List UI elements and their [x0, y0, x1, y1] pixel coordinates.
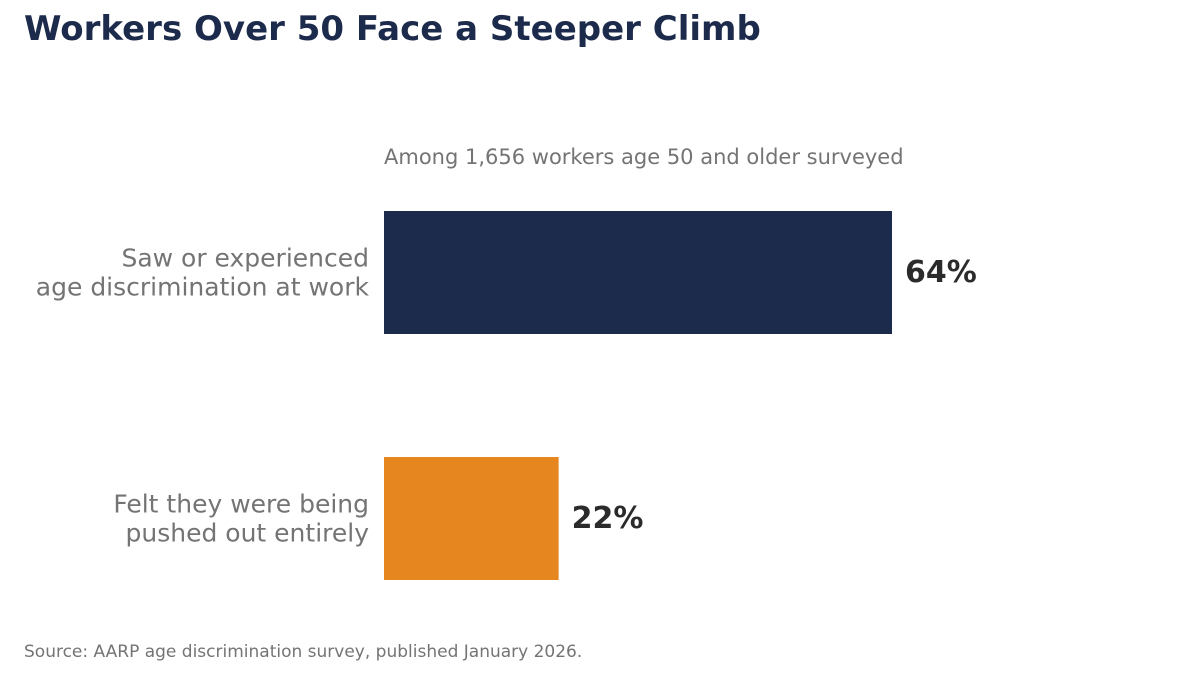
- bar-1: [384, 211, 892, 334]
- bar-2: [384, 457, 559, 580]
- category-label-line: pushed out entirely: [126, 519, 370, 548]
- value-label-1: 64%: [905, 255, 977, 290]
- category-label-line: age discrimination at work: [36, 273, 370, 302]
- category-label-line: Felt they were being: [113, 490, 369, 519]
- value-label-2: 22%: [572, 501, 644, 536]
- category-label-line: Saw or experienced: [121, 244, 369, 273]
- source-note: Source: AARP age discrimination survey, …: [24, 642, 583, 662]
- chart-subtitle: Among 1,656 workers age 50 and older sur…: [384, 145, 904, 169]
- category-label-1: Saw or experienced age discrimination at …: [36, 244, 370, 302]
- chart-title: Workers Over 50 Face a Steeper Climb: [24, 9, 761, 49]
- category-label-2: Felt they were being pushed out entirely: [113, 490, 369, 548]
